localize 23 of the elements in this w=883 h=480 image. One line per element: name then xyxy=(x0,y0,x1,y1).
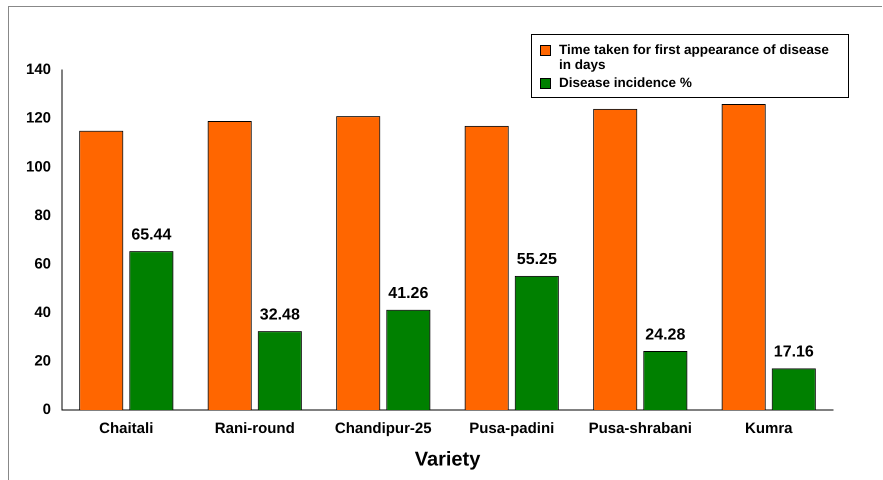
y-tick-label: 60 xyxy=(34,255,52,272)
data-label: 65.44 xyxy=(131,226,172,244)
data-label: 41.26 xyxy=(388,285,428,302)
x-axis-title: Variety xyxy=(414,448,482,471)
legend-label: Disease incidence % xyxy=(559,75,692,90)
data-label: 24.28 xyxy=(645,326,686,344)
y-tick-label: 40 xyxy=(34,304,52,321)
x-tick-label: Chandipur-25 xyxy=(334,420,432,438)
x-tick-label: Rani-round xyxy=(214,420,295,438)
y-tick-label: 20 xyxy=(34,352,52,370)
y-tick-label: 80 xyxy=(34,206,52,224)
y-tick-label: 140 xyxy=(26,61,52,78)
y-tick-label: 100 xyxy=(26,158,52,176)
data-label: 32.48 xyxy=(260,306,300,324)
x-tick-label: Kumra xyxy=(744,420,794,438)
x-tick-label: Pusa-padini xyxy=(469,420,554,438)
data-label: 17.16 xyxy=(774,344,814,361)
legend-label: Time taken for first appearance of disease in days xyxy=(559,42,830,72)
x-tick-label: Chaitali xyxy=(99,420,154,438)
x-tick-label: Pusa-shrabani xyxy=(588,420,692,438)
data-label: 55.25 xyxy=(516,251,557,268)
y-tick-label: 120 xyxy=(26,110,52,127)
y-tick-label: 0 xyxy=(42,401,52,418)
